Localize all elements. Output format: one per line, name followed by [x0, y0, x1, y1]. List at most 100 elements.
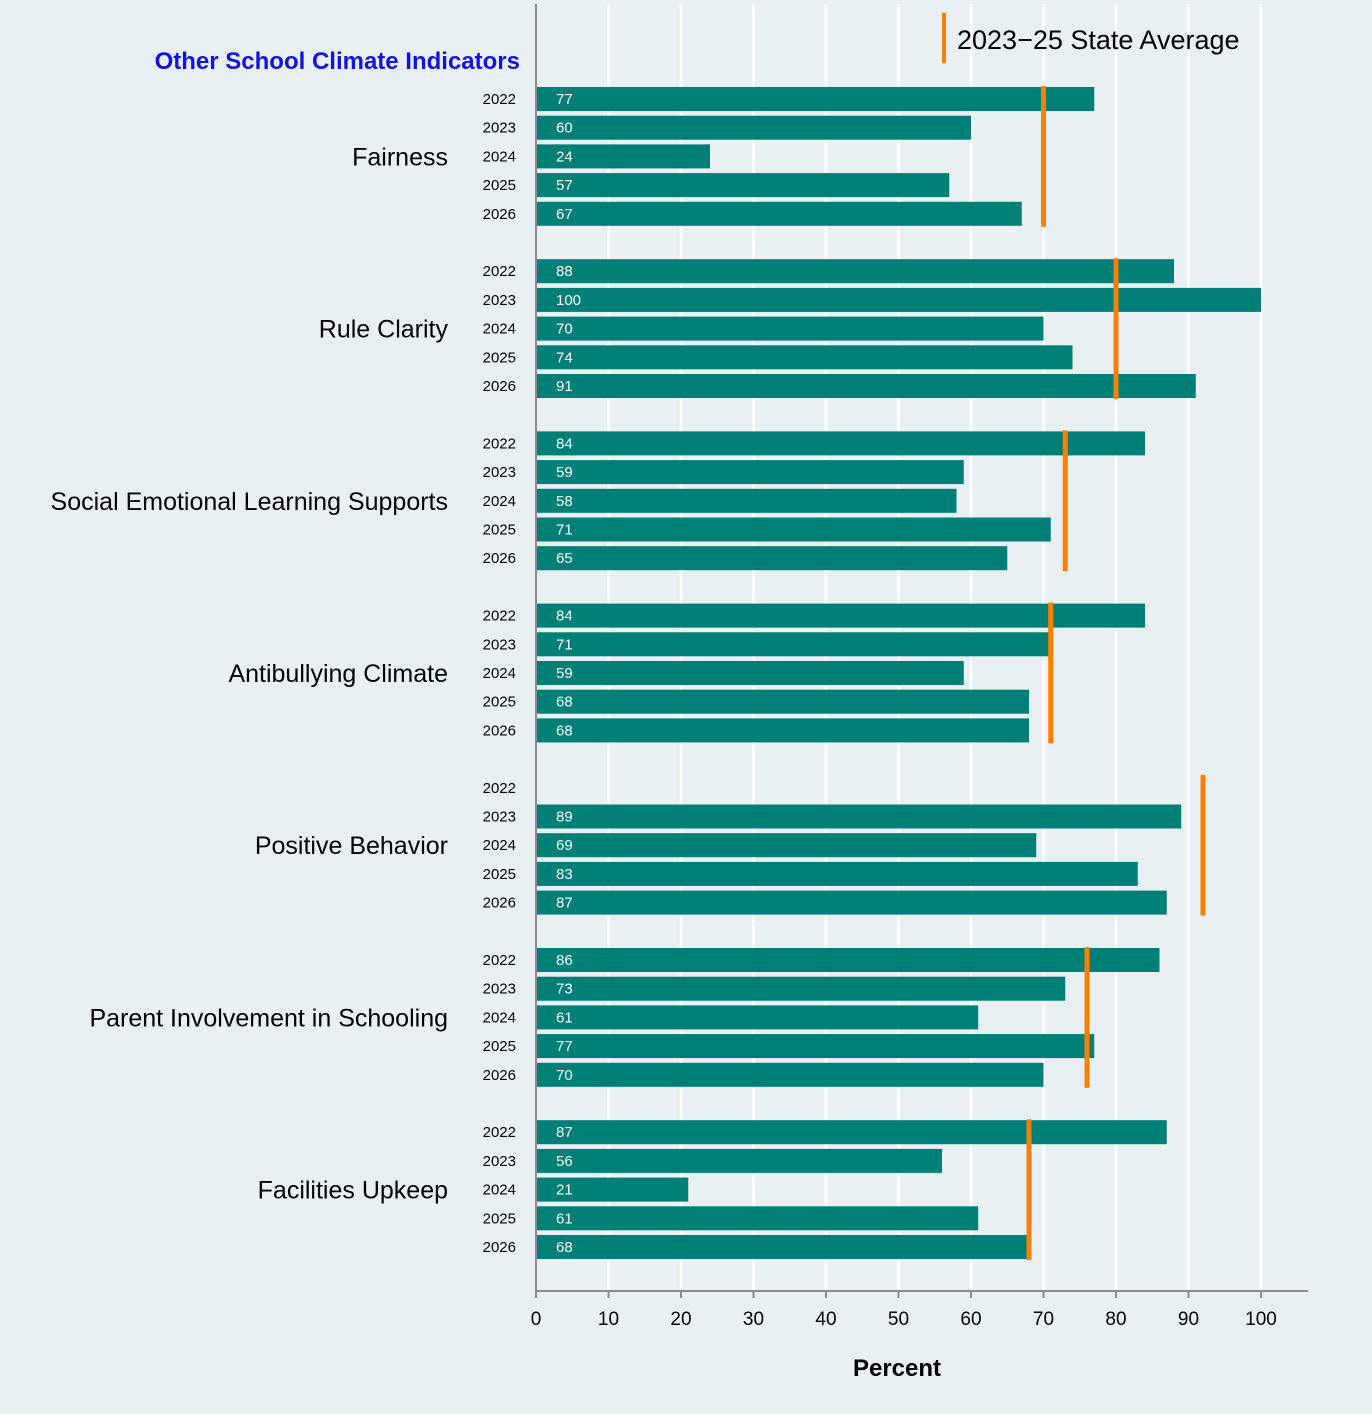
bar-value-label: 74 [556, 349, 573, 366]
bar [536, 632, 1051, 657]
state-average-marker [1113, 258, 1119, 399]
bar-value-label: 86 [556, 952, 573, 969]
year-label: 2022 [483, 435, 516, 452]
state-average-marker [1048, 602, 1054, 744]
bar [536, 1034, 1095, 1059]
year-label: 2023 [483, 120, 516, 137]
bar-value-label: 70 [556, 1067, 573, 1084]
state-average-marker [1200, 774, 1206, 916]
bar-value-label: 84 [556, 435, 573, 452]
year-label: 2023 [483, 981, 516, 998]
indicator-label: Social Emotional Learning Supports [51, 488, 448, 516]
bar [536, 890, 1167, 915]
bar-value-label: 84 [556, 608, 573, 625]
bar-value-label: 87 [556, 1124, 573, 1141]
bar [536, 316, 1044, 341]
bar [536, 603, 1145, 628]
bar-value-label: 21 [556, 1182, 573, 1199]
bar [536, 546, 1008, 571]
bar-value-label: 67 [556, 206, 573, 223]
bar-value-label: 70 [556, 321, 573, 338]
bar [536, 144, 710, 169]
bar [536, 976, 1066, 1001]
indicator-label: Fairness [352, 143, 448, 171]
state-average-marker [1041, 86, 1046, 227]
bar-value-label: 65 [556, 550, 573, 567]
bar-value-label: 87 [556, 895, 573, 912]
year-label: 2022 [483, 1124, 516, 1141]
bars [536, 87, 1261, 1259]
year-label: 2024 [483, 321, 516, 338]
bar-value-label: 73 [556, 981, 573, 998]
indicator-label: Rule Clarity [319, 316, 449, 344]
year-label: 2026 [483, 206, 516, 223]
bar [536, 173, 950, 198]
bar-value-label: 68 [556, 722, 573, 739]
bar [536, 1235, 1029, 1259]
x-tick-label: 20 [670, 1309, 691, 1330]
bar-value-label: 57 [556, 177, 573, 194]
bar-value-label: 61 [556, 1210, 573, 1227]
year-label: 2024 [483, 665, 516, 682]
year-label: 2022 [483, 608, 516, 625]
bar-value-label: 24 [556, 148, 573, 165]
year-label: 2023 [483, 636, 516, 653]
bar [536, 1206, 979, 1231]
bar-value-label: 58 [556, 493, 573, 510]
year-label: 2026 [483, 722, 516, 739]
year-label: 2023 [483, 809, 516, 826]
bar-value-label: 56 [556, 1153, 573, 1170]
bar-value-label: 89 [556, 809, 573, 826]
state-average-marker [1084, 947, 1090, 1088]
bar [536, 689, 1029, 714]
year-label: 2024 [483, 148, 516, 165]
bar-value-label: 71 [556, 636, 573, 653]
bar [536, 87, 1095, 111]
year-label: 2025 [483, 1038, 516, 1055]
year-label: 2022 [483, 952, 516, 969]
bar [536, 431, 1145, 456]
x-tick-label: 100 [1245, 1309, 1277, 1330]
year-label: 2026 [483, 1239, 516, 1256]
bar [536, 1177, 689, 1202]
bar-value-label: 59 [556, 464, 573, 481]
bar-value-label: 60 [556, 120, 573, 137]
x-tick-label: 30 [743, 1309, 764, 1330]
year-label: 2025 [483, 349, 516, 366]
year-label: 2022 [483, 780, 516, 797]
bar [536, 1005, 979, 1030]
x-tick-label: 90 [1178, 1309, 1199, 1330]
indicator-label: Positive Behavior [255, 832, 448, 860]
indicator-label: Parent Involvement in Schooling [89, 1004, 448, 1032]
year-label: 2024 [483, 837, 516, 854]
bar-value-label: 91 [556, 378, 573, 395]
x-tick-label: 50 [888, 1309, 909, 1330]
year-label: 2022 [483, 263, 516, 280]
bar-value-label: 83 [556, 866, 573, 883]
year-label: 2026 [483, 378, 516, 395]
bar [536, 374, 1196, 398]
bar-value-label: 77 [556, 1038, 573, 1055]
year-label: 2025 [483, 1210, 516, 1227]
bar [536, 661, 964, 685]
x-tick-label: 60 [960, 1309, 981, 1330]
state-average-marker [1026, 1119, 1032, 1260]
legend-label: 2023−25 State Average [957, 25, 1240, 55]
bar-value-label: 77 [556, 91, 573, 108]
bar-value-label: 100 [556, 292, 581, 309]
bar [536, 460, 964, 485]
year-label: 2023 [483, 292, 516, 309]
legend-marker [942, 13, 946, 63]
x-tick-label: 80 [1105, 1309, 1126, 1330]
bar [536, 1120, 1167, 1145]
labels: 0 10 20 30 40 50 60 70 80 90 100 Fairness 2022 77 2023… [51, 91, 1277, 1330]
year-label: 2025 [483, 177, 516, 194]
bar [536, 287, 1261, 312]
year-label: 2023 [483, 1153, 516, 1170]
year-label: 2022 [483, 91, 516, 108]
year-label: 2024 [483, 493, 516, 510]
state-average-marker [1062, 430, 1068, 572]
bar-value-label: 68 [556, 1239, 573, 1256]
x-tick-label: 70 [1033, 1309, 1054, 1330]
